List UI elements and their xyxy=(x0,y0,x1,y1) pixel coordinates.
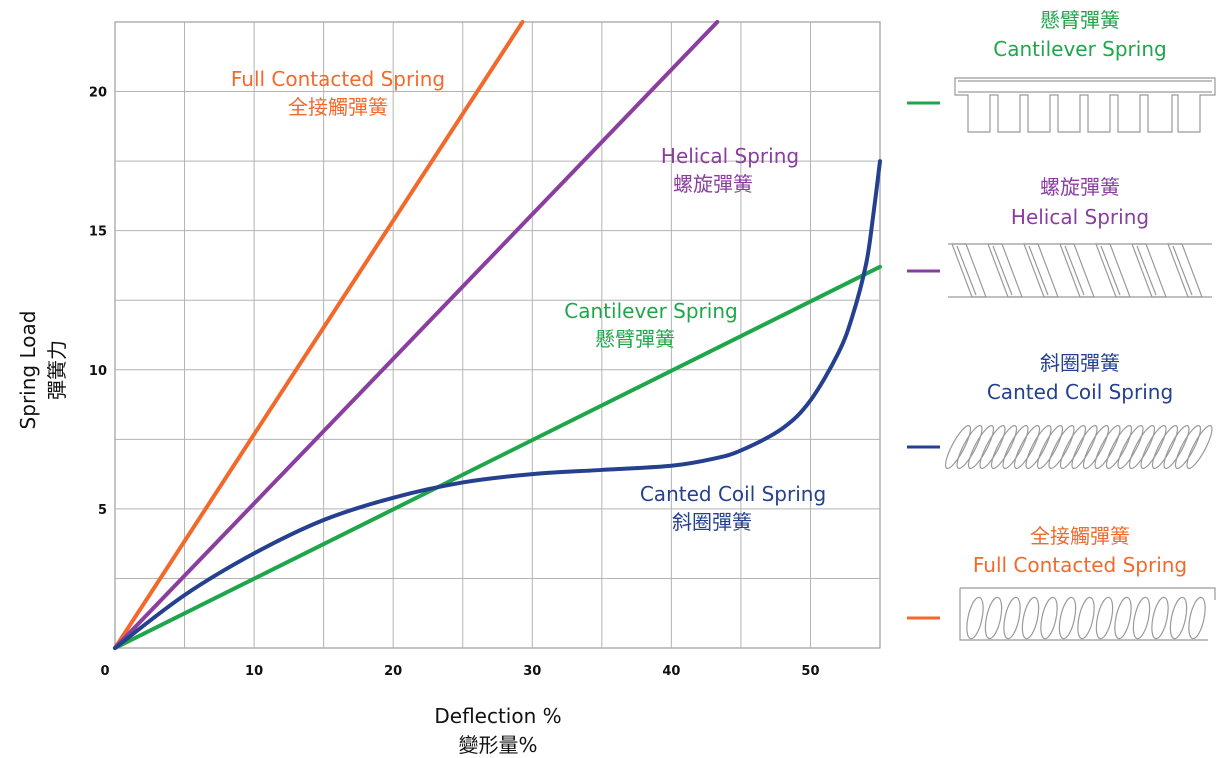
legend-helical-zh: 螺旋彈簧 xyxy=(1040,175,1120,199)
legend-cantilever-zh: 懸臂彈簧 xyxy=(1040,8,1120,32)
x-tick-label: 50 xyxy=(801,664,819,679)
y-tick-label: 20 xyxy=(89,86,107,101)
label-helical: Helical Spring xyxy=(661,144,799,168)
helical-spring-illustration xyxy=(948,243,1212,298)
cantilever-spring-illustration xyxy=(954,77,1216,133)
label-canted-coil: Canted Coil Spring xyxy=(640,482,826,506)
x-tick-label: 20 xyxy=(384,664,402,679)
full-contacted-spring-illustration xyxy=(959,587,1216,641)
label-full-contacted-zh: 全接觸彈簧 xyxy=(288,95,388,119)
y-axis-title-zh: 彈簧力 xyxy=(45,340,69,400)
series-line-full-contacted-spring xyxy=(113,20,525,650)
series-line-helical-spring xyxy=(113,20,720,650)
label-cantilever-zh: 懸臂彈簧 xyxy=(595,327,675,351)
legend-canted-coil-zh: 斜圈彈簧 xyxy=(1040,351,1120,375)
legend-cantilever: Cantilever Spring xyxy=(993,37,1166,61)
grid xyxy=(114,21,881,649)
label-full-contacted: Full Contacted Spring xyxy=(231,67,445,91)
y-tick-label: 15 xyxy=(89,225,107,240)
legend-full-contacted: Full Contacted Spring xyxy=(973,553,1187,577)
label-cantilever: Cantilever Spring xyxy=(564,299,737,323)
series-line-canted-coil-spring xyxy=(113,159,882,650)
series-lines xyxy=(113,20,882,650)
x-tick-label: 40 xyxy=(662,664,680,679)
y-tick-label: 10 xyxy=(89,364,107,379)
x-tick-label: 10 xyxy=(245,664,263,679)
legend-canted-coil: Canted Coil Spring xyxy=(987,380,1173,404)
legend: 懸臂彈簧 Cantilever Spring 螺旋彈簧 Helical Spri… xyxy=(907,8,1216,641)
legend-full-contacted-zh: 全接觸彈簧 xyxy=(1030,524,1130,548)
label-canted-coil-zh: 斜圈彈簧 xyxy=(672,510,752,534)
legend-helical: Helical Spring xyxy=(1011,205,1149,229)
x-tick-label: 30 xyxy=(523,664,541,679)
y-tick-label: 5 xyxy=(98,503,107,518)
label-helical-zh: 螺旋彈簧 xyxy=(673,172,753,196)
x-tick-label: 0 xyxy=(100,664,109,679)
series-line-cantilever-spring xyxy=(113,264,882,650)
tick-labels: 0 10 20 30 40 50 5 10 15 20 xyxy=(89,86,820,679)
plot-frame xyxy=(114,21,881,649)
y-axis-title: Spring Load xyxy=(16,311,40,430)
canted-coil-spring-illustration xyxy=(944,425,1213,469)
x-axis-title-zh: 變形量% xyxy=(458,733,537,757)
x-axis-title: Deflection % xyxy=(434,704,561,728)
